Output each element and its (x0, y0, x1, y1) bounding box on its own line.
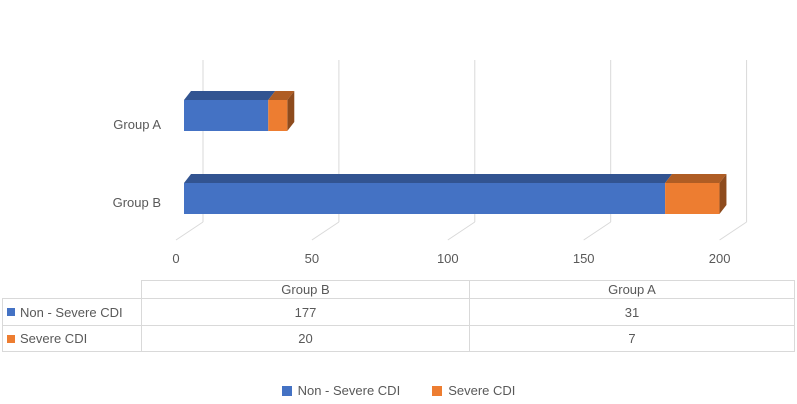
category-label: Group A (113, 117, 161, 132)
bar-segment-side-face (287, 91, 295, 131)
table-value-severe-group-a: 7 (470, 326, 795, 352)
series-swatch-severe-icon (7, 334, 15, 343)
data-table: Group B Group A Non - Severe CDI 177 31 … (2, 280, 795, 352)
x-axis-tick-label: 50 (305, 251, 319, 266)
chart-legend: Non - Severe CDI Severe CDI (0, 383, 797, 398)
legend-item-non-severe: Non - Severe CDI (281, 383, 401, 398)
bar-segment-top-face (184, 91, 276, 100)
table-value-non-severe-group-b: 177 (142, 299, 470, 326)
table-column-header-group-b: Group B (142, 280, 470, 299)
x-axis-tick-label: 100 (437, 251, 459, 266)
bar-segment-non-severe (184, 100, 269, 131)
legend-label-non-severe: Non - Severe CDI (297, 383, 401, 398)
legend-label-severe: Severe CDI (448, 383, 516, 398)
series-swatch-non-severe-icon (7, 308, 15, 316)
category-label: Group B (113, 195, 161, 210)
x-axis-tick-label: 200 (709, 251, 731, 266)
gridline-foot (175, 221, 204, 241)
bar-segment-non-severe (184, 183, 666, 214)
gridline-foot (447, 221, 476, 241)
bar-segment-top-face (184, 174, 673, 183)
table-row-label-severe: Severe CDI (20, 331, 88, 346)
legend-swatch-non-severe-icon (281, 385, 292, 396)
bar-segment-top-face (268, 91, 295, 100)
gridline-foot (311, 221, 340, 241)
bar-segment-severe (268, 100, 288, 131)
legend-item-severe: Severe CDI (432, 383, 515, 398)
table-value-severe-group-b: 20 (142, 326, 470, 352)
bar-segment-side-face (719, 174, 727, 214)
x-axis-tick-label: 0 (172, 251, 179, 266)
table-value-non-severe-group-a: 31 (470, 299, 795, 326)
table-row-header-non-severe: Non - Severe CDI (2, 299, 142, 326)
table-row-label-non-severe: Non - Severe CDI (20, 304, 123, 320)
table-row-header-severe: Severe CDI (2, 326, 142, 352)
gridline-foot (719, 221, 747, 241)
bar-chart-plot-area: 0 50 100 150 200 Group A Group B (113, 60, 748, 266)
table-column-header-group-a: Group A (470, 280, 795, 299)
gridline-foot (583, 221, 611, 241)
table-corner-cell (2, 280, 142, 299)
legend-swatch-severe-icon (432, 385, 443, 396)
bar-segment-severe (665, 183, 720, 214)
bar-segment-top-face (665, 174, 727, 183)
x-axis-tick-label: 150 (573, 251, 595, 266)
